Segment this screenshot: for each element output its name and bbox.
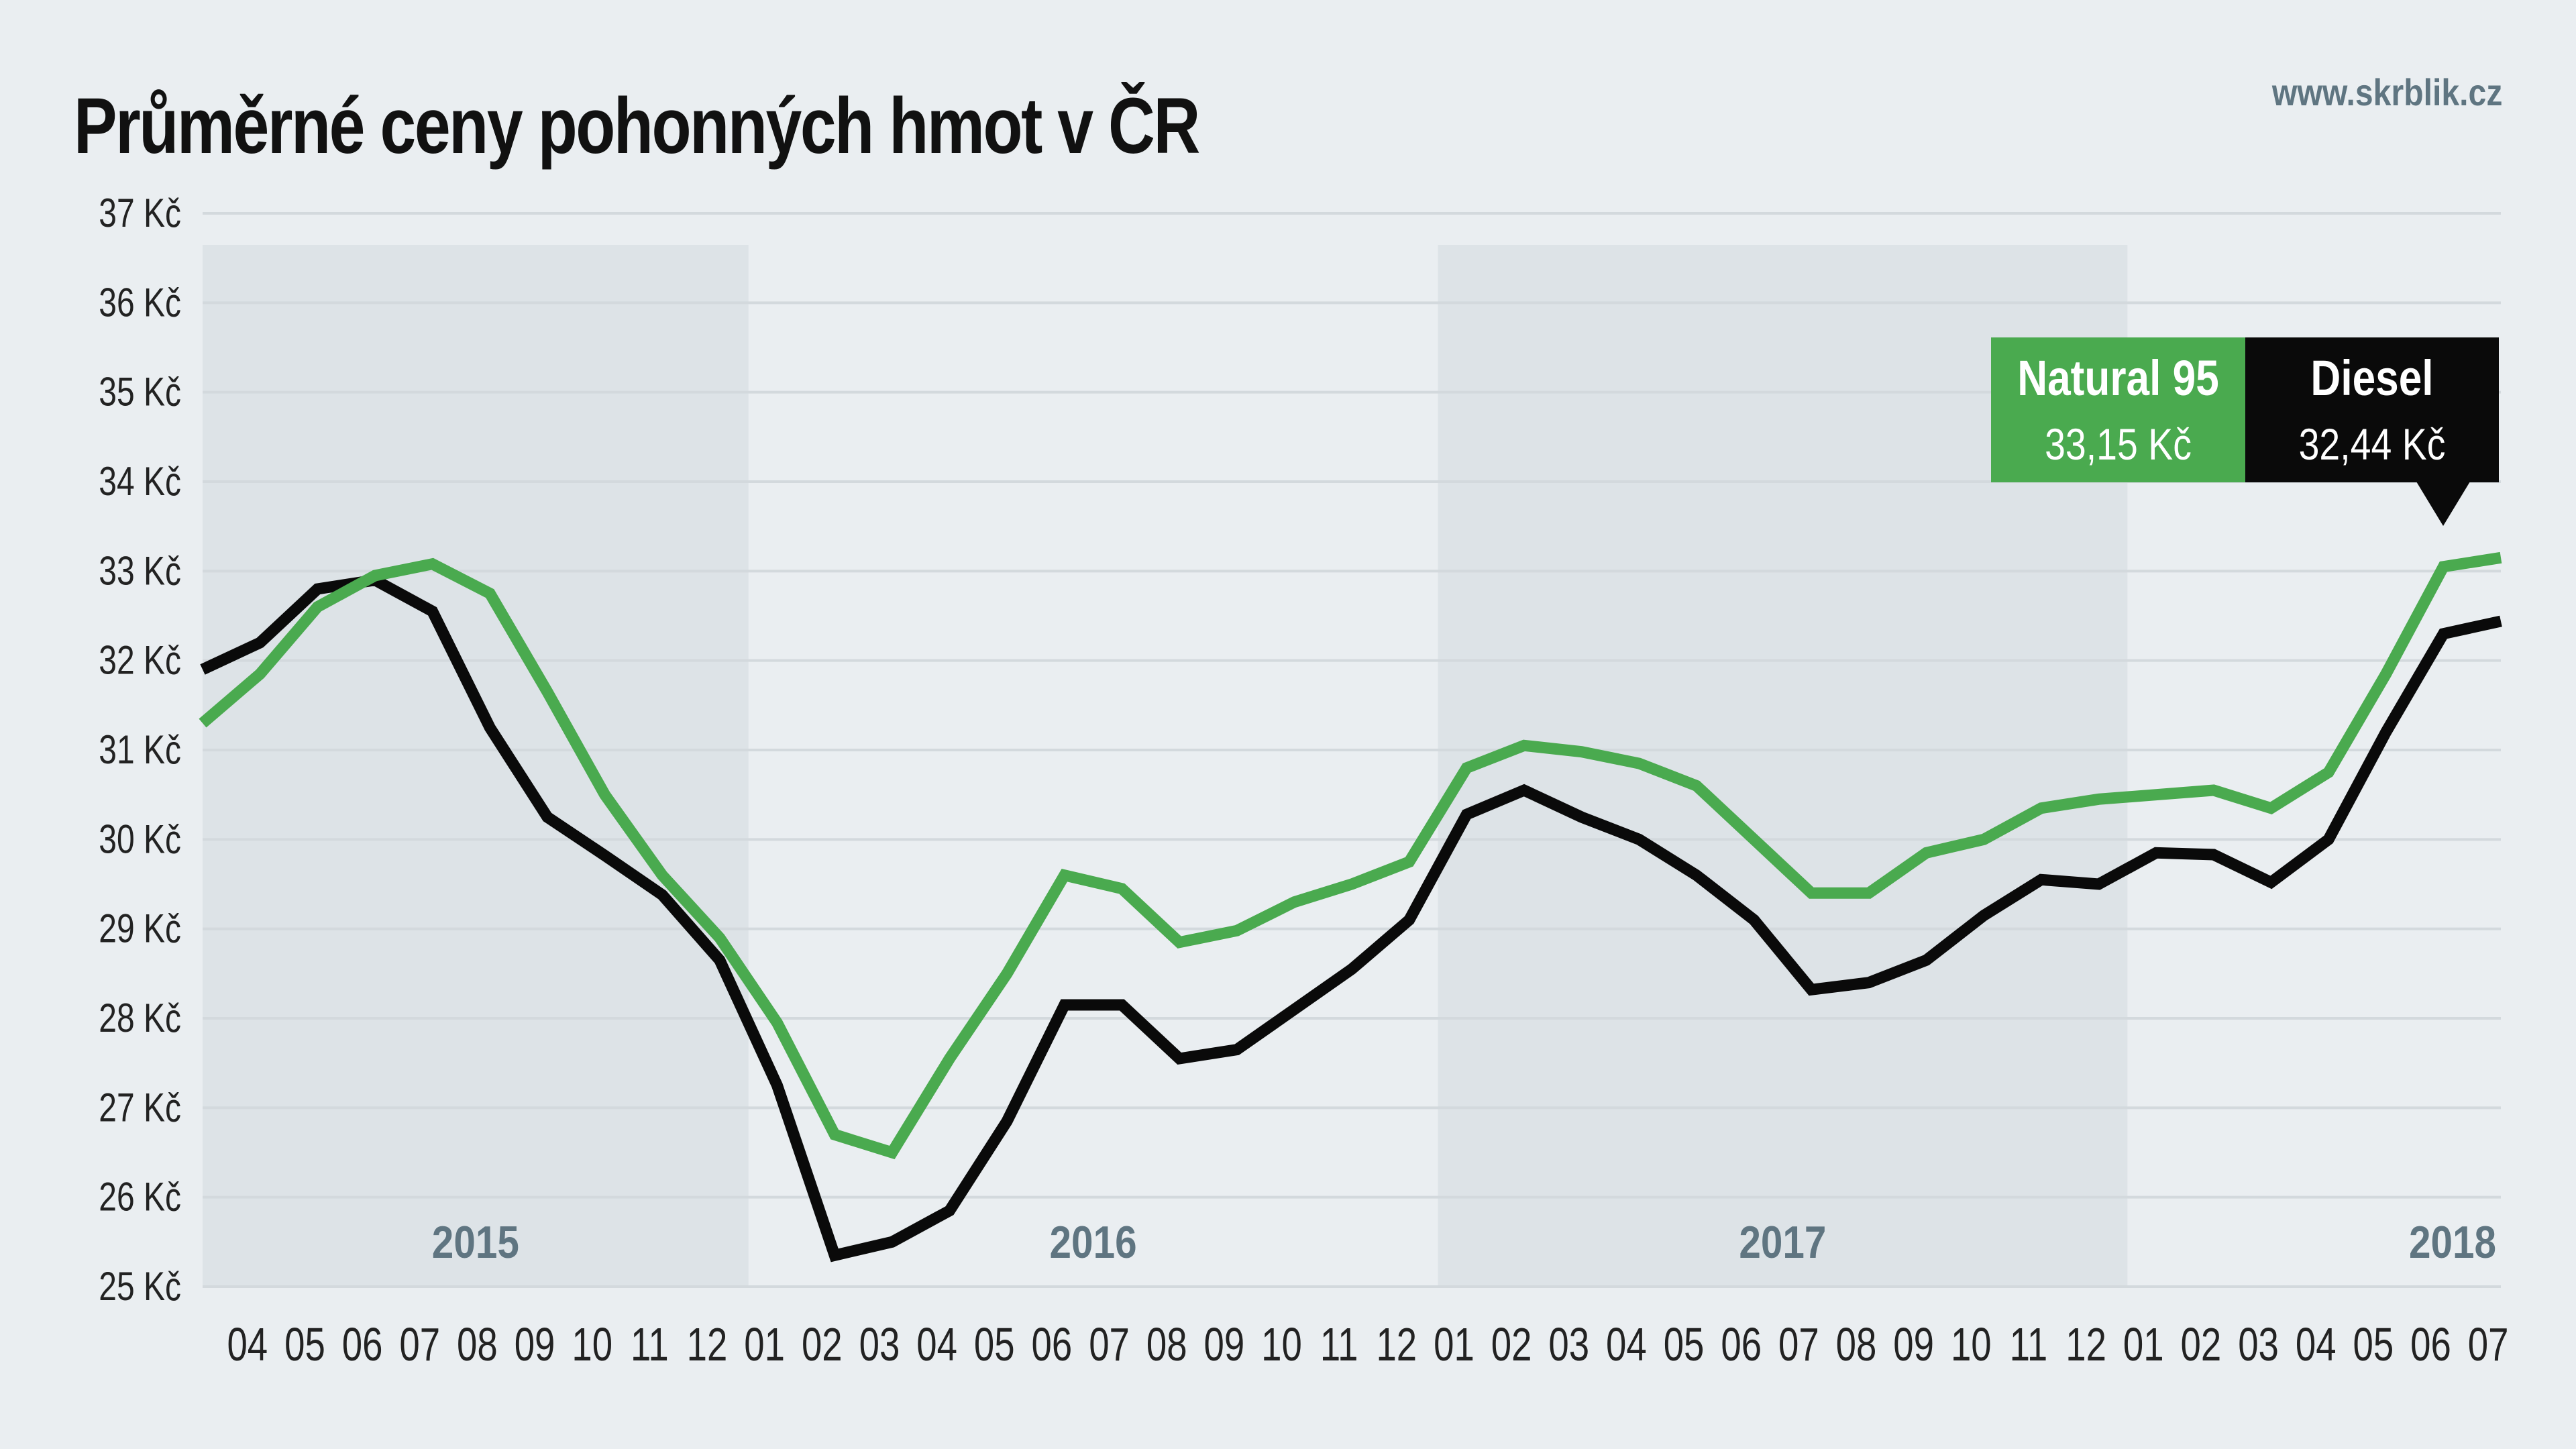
y-tick-label: 27 Kč — [99, 1085, 181, 1130]
x-tick-label: 05 — [974, 1319, 1015, 1371]
x-tick-label: 08 — [1146, 1319, 1187, 1371]
y-tick-label: 29 Kč — [99, 906, 181, 951]
x-tick-label: 01 — [2123, 1319, 2164, 1371]
x-tick-label: 06 — [1032, 1319, 1073, 1371]
source-link[interactable]: www.skrblik.cz — [2271, 71, 2502, 113]
x-tick-label: 08 — [1836, 1319, 1877, 1371]
x-tick-label: 12 — [2065, 1319, 2106, 1371]
y-tick-label: 32 Kč — [99, 638, 181, 683]
legend-diesel-value: 32,44 Kč — [2298, 419, 2446, 469]
year-labels: 2015 2016 2017 2018 — [432, 1218, 2496, 1268]
x-tick-label: 12 — [687, 1319, 728, 1371]
x-tick-label: 02 — [802, 1319, 843, 1371]
y-tick-label: 25 Kč — [99, 1264, 181, 1309]
x-tick-label: 03 — [859, 1319, 900, 1371]
x-tick-label: 11 — [631, 1319, 669, 1371]
x-tick-label: 02 — [1491, 1319, 1532, 1371]
x-tick-label: 07 — [1089, 1319, 1130, 1371]
y-tick-label: 34 Kč — [99, 459, 181, 504]
series-lines — [199, 551, 2502, 1263]
x-tick-label: 10 — [1951, 1319, 1992, 1371]
x-tick-label: 01 — [744, 1319, 785, 1371]
y-tick-label: 36 Kč — [99, 280, 181, 325]
y-tick-label: 37 Kč — [99, 191, 181, 235]
x-tick-label: 04 — [2296, 1319, 2337, 1371]
x-tick-label: 05 — [2353, 1319, 2394, 1371]
x-tick-label: 04 — [227, 1319, 268, 1371]
y-tick-label: 30 Kč — [99, 816, 181, 861]
x-tick-label: 03 — [2238, 1319, 2279, 1371]
x-tick-label: 02 — [2181, 1319, 2222, 1371]
y-axis: 25 Kč 26 Kč 27 Kč 28 Kč 29 Kč 30 Kč 31 Kč 32 Kč… — [99, 191, 181, 1309]
x-tick-label: 08 — [457, 1319, 498, 1371]
legend-natural95-value: 33,15 Kč — [2045, 419, 2192, 469]
legend-natural95: Natural 95 33,15 Kč — [1991, 337, 2245, 482]
series-line-natural95 — [199, 551, 2502, 1160]
x-tick-label: 04 — [916, 1319, 957, 1371]
year-label: 2016 — [1050, 1218, 1137, 1268]
x-tick-label: 04 — [1606, 1319, 1647, 1371]
legend-natural95-name: Natural 95 — [2017, 350, 2219, 406]
x-tick-label: 03 — [1548, 1319, 1589, 1371]
x-tick-label: 11 — [2010, 1319, 2048, 1371]
x-tick-label: 12 — [1376, 1319, 1417, 1371]
x-tick-label: 05 — [1664, 1319, 1705, 1371]
x-tick-label: 07 — [1778, 1319, 1819, 1371]
y-tick-label: 28 Kč — [99, 996, 181, 1040]
legend-pointer — [2416, 482, 2470, 526]
x-tick-label: 01 — [1434, 1319, 1474, 1371]
year-label: 2015 — [432, 1218, 519, 1268]
chart-title: Průměrné ceny pohonných hmot v ČR — [74, 82, 1200, 170]
x-tick-label: 05 — [284, 1319, 325, 1371]
series-line-diesel — [200, 574, 2502, 1263]
y-tick-label: 35 Kč — [99, 370, 181, 415]
x-tick-label: 07 — [2468, 1319, 2509, 1371]
y-tick-label: 31 Kč — [99, 727, 181, 772]
x-tick-label: 11 — [1320, 1319, 1358, 1371]
x-tick-label: 10 — [572, 1319, 612, 1371]
x-tick-label: 09 — [515, 1319, 555, 1371]
x-axis: 04 05 06 07 08 09 10 11 12 01 02 03 04 05 06 07 08 09 10 11… — [227, 1319, 2508, 1371]
x-tick-label: 07 — [399, 1319, 440, 1371]
x-tick-label: 09 — [1893, 1319, 1934, 1371]
year-bands — [203, 245, 2128, 1287]
x-tick-label: 06 — [2410, 1319, 2451, 1371]
legend-diesel: Diesel 32,44 Kč — [2245, 337, 2499, 482]
legend-diesel-name: Diesel — [2310, 350, 2434, 406]
year-label: 2018 — [2409, 1218, 2496, 1268]
y-tick-label: 33 Kč — [99, 548, 181, 593]
year-band-0 — [203, 245, 749, 1287]
x-tick-label: 10 — [1261, 1319, 1302, 1371]
x-tick-label: 06 — [1721, 1319, 1762, 1371]
y-tick-label: 26 Kč — [99, 1175, 181, 1220]
x-tick-label: 06 — [342, 1319, 383, 1371]
x-tick-label: 09 — [1203, 1319, 1244, 1371]
year-label: 2017 — [1739, 1218, 1826, 1268]
